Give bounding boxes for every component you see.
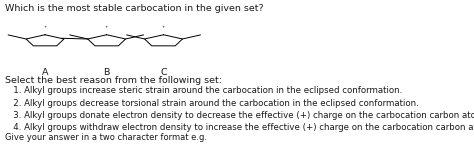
Text: ⁺: ⁺ [44,26,46,31]
Text: 4. Alkyl groups withdraw electron density to increase the effective (+) charge o: 4. Alkyl groups withdraw electron densit… [5,123,474,132]
Text: Give your answer in a two character format e.g.: Give your answer in a two character form… [5,133,210,142]
Text: 2. Alkyl groups decrease torsional strain around the carbocation in the eclipsed: 2. Alkyl groups decrease torsional strai… [5,99,419,108]
Text: B: B [103,68,110,77]
Text: 3. Alkyl groups donate electron density to decrease the effective (+) charge on : 3. Alkyl groups donate electron density … [5,111,474,120]
Text: A: A [42,68,48,77]
Text: 1. Alkyl groups increase steric strain around the carbocation in the eclipsed co: 1. Alkyl groups increase steric strain a… [5,86,402,95]
Text: ⁺: ⁺ [105,26,108,31]
Text: Which is the most stable carbocation in the given set?: Which is the most stable carbocation in … [5,4,264,13]
Text: C: C [160,68,167,77]
Text: Select the best reason from the following set:: Select the best reason from the followin… [5,76,222,85]
Text: ⁺: ⁺ [162,26,165,31]
